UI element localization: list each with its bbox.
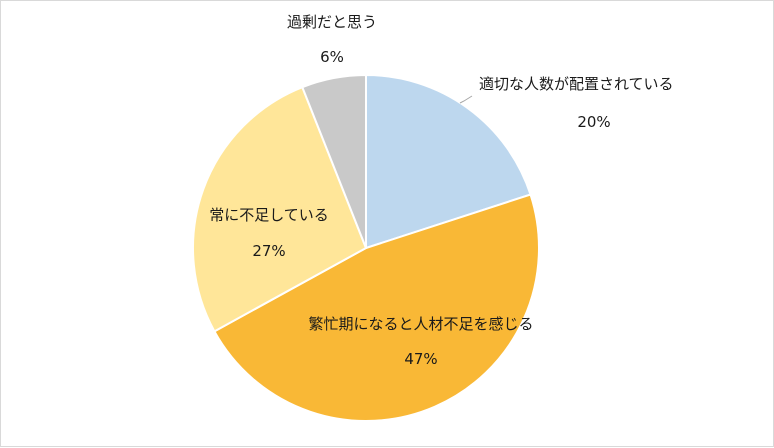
pie-labels: 適切な人数が配置されている 20% 繁忙期になると人材不足を感じる 47% 常に…: [209, 13, 673, 368]
slice-label-excess: 過剰だと思う: [287, 13, 377, 31]
slice-always-short: [192, 85, 368, 333]
slice-value-excess: 6%: [320, 48, 344, 66]
leader-line-adequate: [459, 95, 473, 104]
slice-value-adequate: 20%: [577, 113, 610, 131]
slice-label-busy-season: 繁忙期になると人材不足を感じる: [308, 315, 533, 333]
slice-busy-season: [213, 193, 540, 422]
slice-value-busy-season: 47%: [404, 350, 437, 368]
slice-excess: [301, 73, 367, 249]
slice-value-always-short: 27%: [252, 242, 285, 260]
slice-label-adequate: 適切な人数が配置されている: [479, 75, 674, 93]
slice-adequate: [365, 73, 532, 250]
slice-label-always-short: 常に不足している: [209, 206, 329, 224]
pie-slices: [192, 73, 540, 422]
